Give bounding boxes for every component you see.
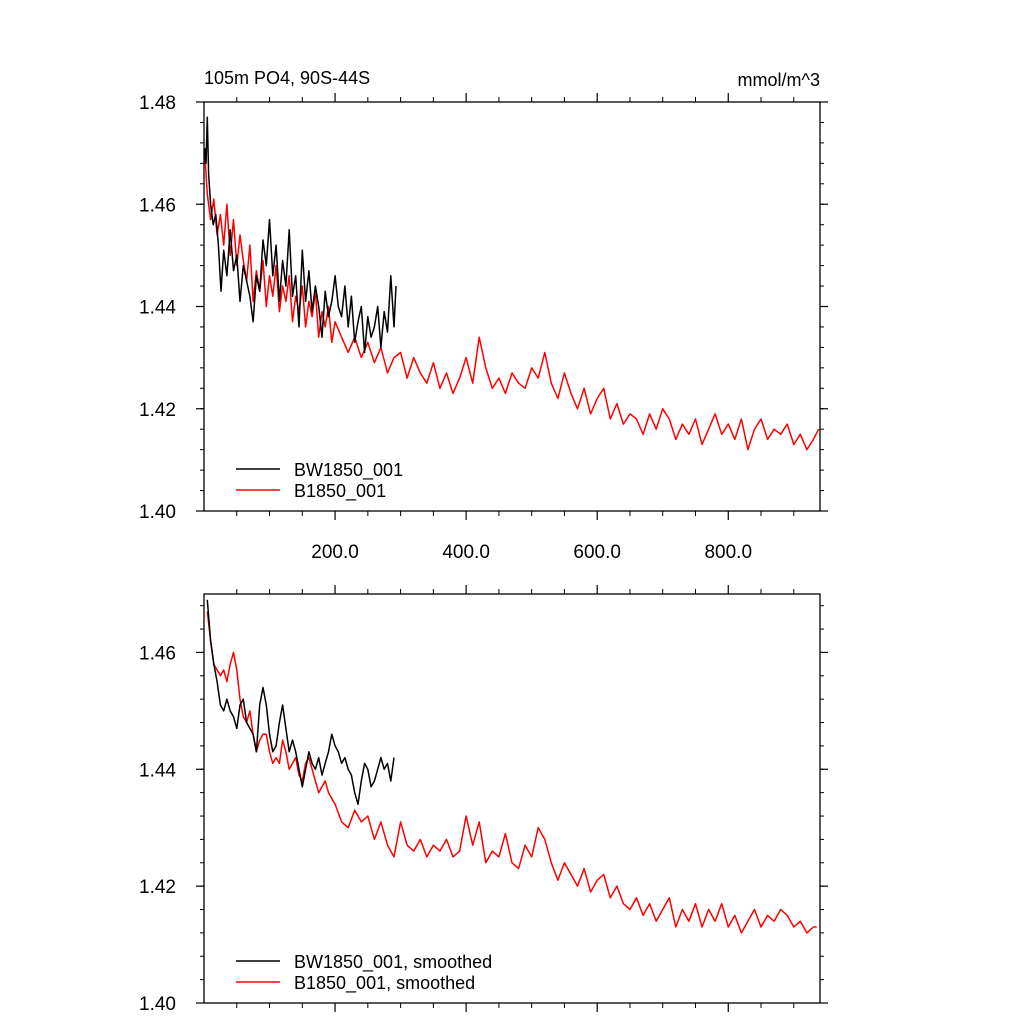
top-y-axis: 1.40 1.42 1.44 1.46 1.48 [139,93,828,523]
bottom-chart-panel: 1.40 1.42 1.44 1.46 BW1850_001, smoothed B1… [139,585,828,1015]
top-ytick-label: 1.42 [139,400,176,421]
top-xtick-label: 800.0 [704,542,752,563]
chart-units-label: mmol/m^3 [738,70,820,90]
bottom-ytick-label: 1.46 [139,643,176,664]
legend-label-bw1850-smoothed: BW1850_001, smoothed [294,952,492,973]
top-ytick-label: 1.44 [139,298,176,319]
bottom-series-group [206,599,817,934]
bottom-ytick-label: 1.42 [139,877,176,898]
top-ytick-label: 1.46 [139,195,176,216]
legend-label-bw1850: BW1850_001 [294,460,403,481]
bottom-x-axis [236,585,795,1012]
bottom-series-line-bw1850-001-smoothed [206,599,395,806]
top-series-line-bw1850-001 [203,116,397,354]
legend-label-b1850: B1850_001 [294,481,386,502]
top-chart-panel: 105m PO4, 90S-44S mmol/m^3 1.401.421.441… [139,68,828,563]
legend-label-b1850-smoothed: B1850_001, smoothed [294,973,475,994]
top-legend: BW1850_001 B1850_001 [236,460,403,502]
bottom-series-line-b1850-001-smoothed [206,611,817,934]
top-xtick-label: 200.0 [311,542,359,563]
top-ytick-label: 1.40 [139,502,176,523]
top-series-group [203,116,820,451]
top-series-line-b1850-001 [203,153,820,451]
top-xtick-label: 400.0 [442,542,490,563]
top-plot-frame [203,101,821,512]
top-xtick-label: 600.0 [573,542,621,563]
top-x-axis: 200.0 400.0 600.0 800.0 [236,93,795,563]
bottom-y-axis: 1.40 1.42 1.44 1.46 [139,605,828,1015]
bottom-ytick-label: 1.40 [139,994,176,1015]
bottom-legend: BW1850_001, smoothed B1850_001, smoothed [236,952,492,994]
top-ytick-label: 1.48 [139,93,176,114]
chart-title: 105m PO4, 90S-44S [204,68,370,88]
bottom-plot-frame [203,593,821,1004]
bottom-ytick-label: 1.44 [139,760,176,781]
